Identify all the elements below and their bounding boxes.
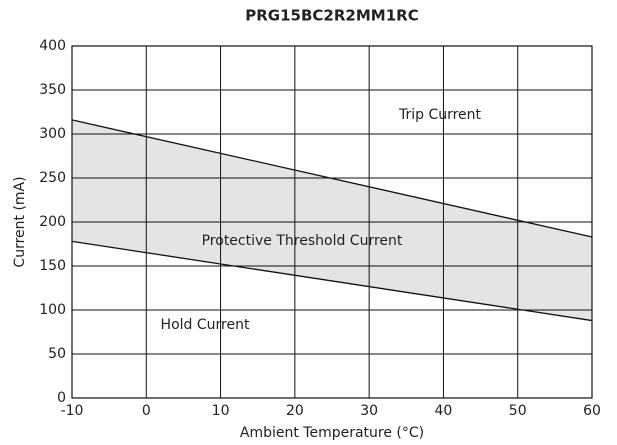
- threshold-band: [72, 119, 592, 321]
- y-tick-label: 250: [39, 170, 66, 186]
- x-tick-label: 30: [360, 403, 378, 419]
- chart-title: PRG15BC2R2MM1RC: [245, 7, 418, 25]
- y-tick-label: 350: [39, 82, 66, 98]
- y-tick-label: 0: [57, 390, 66, 406]
- y-tick-label: 200: [39, 214, 66, 230]
- y-tick-label: 50: [48, 346, 66, 362]
- series-line: [71, 119, 593, 238]
- y-tick-label: 300: [39, 126, 66, 142]
- y-tick-label: 150: [39, 258, 66, 274]
- x-tick-label: 60: [583, 403, 601, 419]
- plot-frame: [71, 45, 593, 399]
- x-tick-label: 20: [286, 403, 304, 419]
- x-tick-label: 10: [212, 403, 230, 419]
- band-label: Protective Threshold Current: [202, 233, 403, 249]
- series-label: Hold Current: [161, 317, 250, 333]
- x-tick-label: 50: [509, 403, 527, 419]
- series-line: [71, 240, 593, 322]
- y-tick-label: 100: [39, 302, 66, 318]
- series-label: Trip Current: [398, 107, 482, 123]
- y-axis-label: Current (mA): [12, 176, 28, 267]
- x-tick-label: -10: [61, 403, 84, 419]
- x-tick-label: 40: [435, 403, 453, 419]
- y-tick-label: 400: [39, 38, 66, 54]
- x-tick-label: 0: [142, 403, 151, 419]
- x-axis-label: Ambient Temperature (°C): [240, 425, 424, 441]
